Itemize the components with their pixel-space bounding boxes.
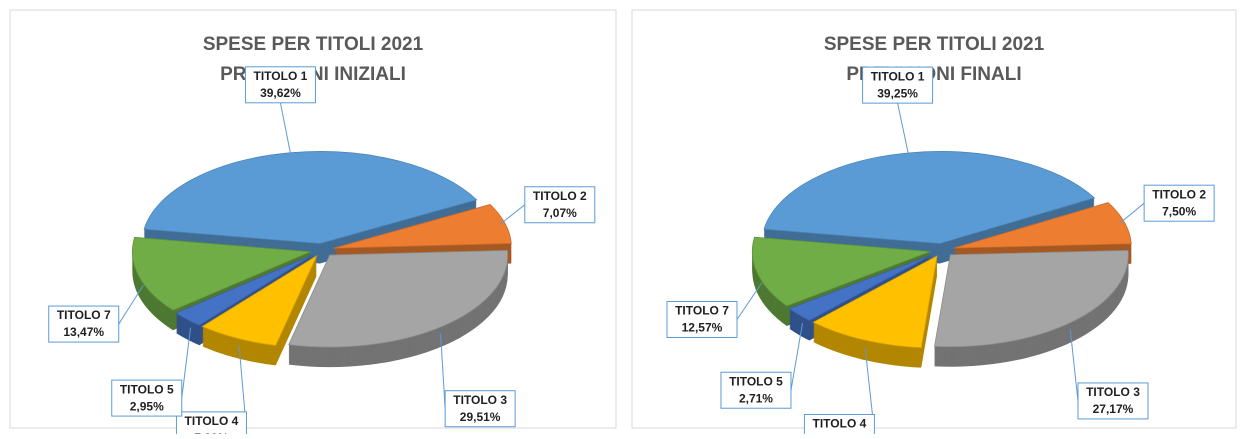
category-label: TITOLO 4 (185, 414, 239, 428)
value-label: 39,25% (877, 86, 918, 100)
leader-line (1120, 203, 1144, 223)
category-label: TITOLO 2 (1152, 187, 1206, 201)
value-label: 27,17% (1093, 402, 1134, 416)
value-label: 2,71% (739, 391, 773, 405)
value-label: 7,50% (1162, 204, 1196, 218)
chart-title: SPESE PER TITOLI 2021 (203, 34, 424, 55)
category-label: TITOLO 1 (871, 69, 925, 83)
leader-line (737, 283, 762, 320)
category-label: TITOLO 2 (533, 189, 587, 203)
leader-line (500, 205, 524, 224)
slice (289, 250, 508, 347)
value-label: 13,47% (63, 325, 104, 339)
pie (752, 152, 1131, 368)
category-label: TITOLO 4 (813, 417, 867, 431)
leader-line (280, 103, 290, 156)
category-label: TITOLO 1 (254, 69, 308, 83)
slice (935, 250, 1129, 346)
value-label: 2,95% (130, 399, 164, 413)
category-label: TITOLO 3 (1086, 385, 1140, 399)
leader-line (898, 103, 909, 155)
leader-line (119, 285, 144, 324)
value-label: 12,57% (682, 321, 723, 335)
category-label: TITOLO 3 (453, 393, 507, 407)
category-label: TITOLO 7 (675, 304, 729, 318)
value-label: 7,07% (543, 206, 577, 220)
value-label: 39,62% (260, 86, 301, 100)
category-label: TITOLO 5 (729, 374, 783, 388)
category-label: TITOLO 7 (57, 308, 111, 322)
value-label: 29,51% (460, 410, 501, 424)
chart-title: SPESE PER TITOLI 2021 (824, 34, 1045, 55)
category-label: TITOLO 5 (120, 382, 174, 396)
